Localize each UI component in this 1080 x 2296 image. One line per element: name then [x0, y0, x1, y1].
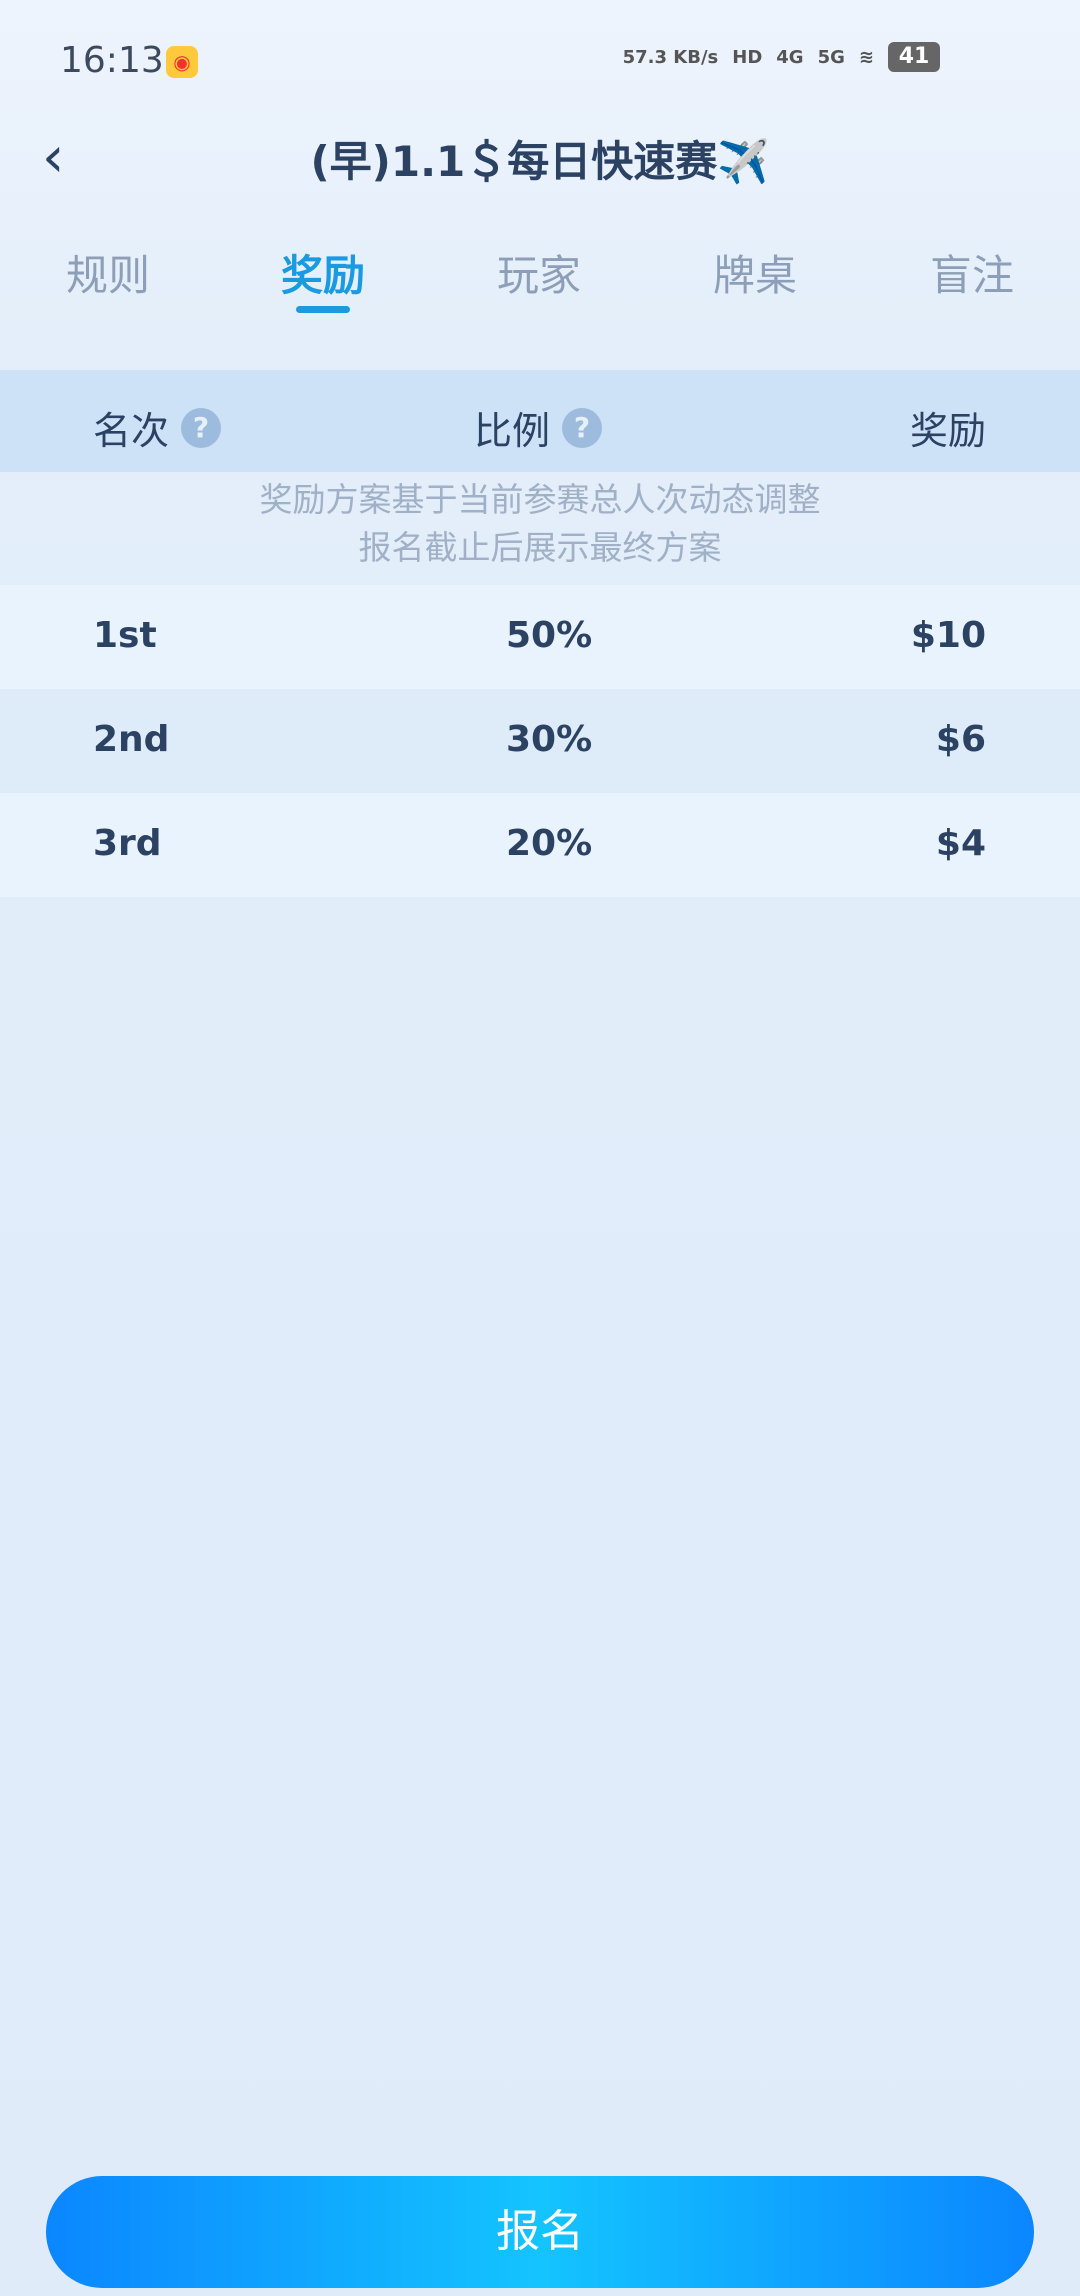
- system-icons: 57.3 KB/s HD 4G 5G ≋ 41: [623, 42, 940, 72]
- prize: $6: [935, 719, 986, 760]
- battery-icon: 41: [888, 42, 940, 72]
- wifi-icon: ≋: [858, 46, 874, 68]
- ratio: 20%: [506, 823, 593, 864]
- table-row: 1st 50% $10: [0, 585, 1080, 689]
- help-icon[interactable]: ?: [181, 407, 222, 448]
- tab-bar: 规则 奖励 玩家 牌桌 盲注: [0, 242, 1080, 322]
- prize: $4: [935, 823, 986, 864]
- table-header: 名次? 比例? 奖励: [0, 370, 1080, 472]
- ratio: 50%: [506, 615, 593, 656]
- page-title: (早)1.1＄每日快速赛✈️: [310, 137, 770, 186]
- tab-players[interactable]: 玩家: [496, 251, 581, 300]
- help-icon[interactable]: ?: [562, 407, 603, 448]
- signal-5g-icon: 5G: [817, 46, 845, 68]
- status-bar: 16:13 ◉ 57.3 KB/s HD 4G 5G ≋ 41: [0, 36, 1080, 88]
- signal-4g-icon: 4G: [776, 46, 804, 68]
- tab-rules[interactable]: 规则: [65, 251, 150, 300]
- tab-rewards[interactable]: 奖励: [280, 251, 365, 300]
- weibo-notification-icon: ◉: [166, 46, 198, 78]
- table-row: 3rd 20% $4: [0, 793, 1080, 897]
- rank: 3rd: [93, 823, 162, 864]
- note-line: 奖励方案基于当前参赛总人次动态调整: [259, 480, 821, 519]
- tab-tables[interactable]: 牌桌: [712, 251, 797, 300]
- status-time: 16:13: [60, 40, 164, 81]
- header-prize: 奖励: [909, 409, 986, 453]
- note-line: 报名截止后展示最终方案: [358, 528, 722, 567]
- header-rank: 名次: [93, 409, 170, 453]
- header-ratio: 比例: [474, 409, 551, 453]
- table-row: 2nd 30% $6: [0, 689, 1080, 793]
- rank: 1st: [93, 615, 157, 656]
- prize: $10: [910, 615, 986, 656]
- rank: 2nd: [93, 719, 170, 760]
- back-button[interactable]: ‹: [42, 125, 65, 190]
- register-button[interactable]: 报名: [46, 2176, 1034, 2288]
- ratio: 30%: [506, 719, 593, 760]
- hd-icon: HD: [732, 46, 763, 68]
- net-speed: 57.3 KB/s: [622, 46, 719, 68]
- tab-blinds[interactable]: 盲注: [929, 251, 1014, 300]
- prize-note: 奖励方案基于当前参赛总人次动态调整 报名截止后展示最终方案: [0, 472, 1080, 585]
- active-tab-indicator: [296, 306, 350, 313]
